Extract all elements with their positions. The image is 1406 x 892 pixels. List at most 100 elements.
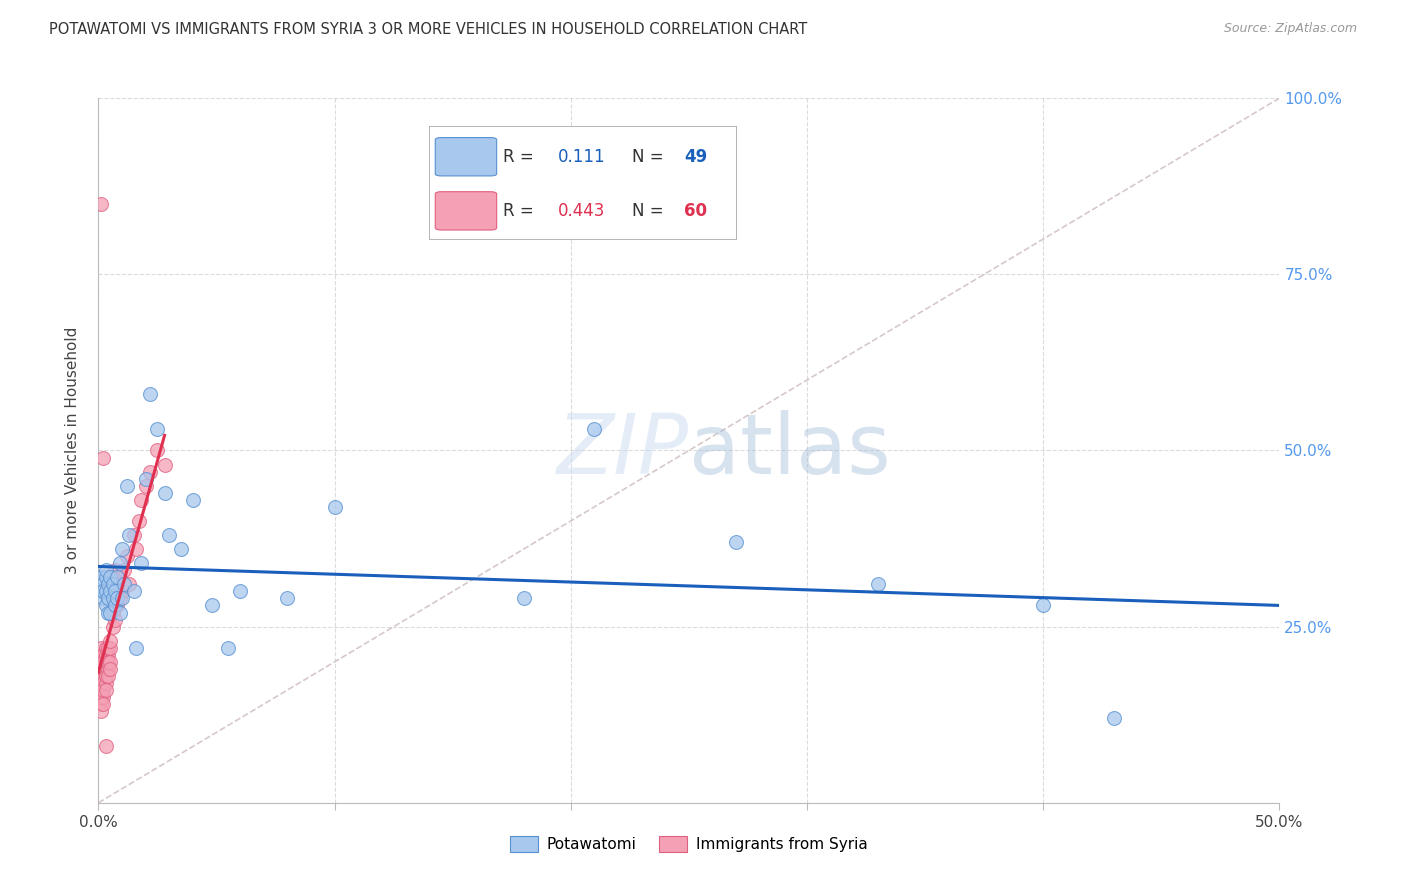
Point — [91, 648, 114, 662]
Point — [725, 535, 748, 549]
Point — [118, 577, 141, 591]
Point — [170, 542, 193, 557]
Point — [98, 633, 121, 648]
Point — [122, 528, 145, 542]
Point — [94, 683, 117, 698]
Point — [105, 570, 128, 584]
Point — [105, 577, 128, 591]
Point — [91, 669, 114, 683]
Point — [90, 648, 112, 662]
Point — [125, 542, 148, 557]
Point — [91, 690, 114, 705]
Point — [97, 662, 120, 676]
Point — [108, 606, 131, 620]
Point — [94, 599, 117, 613]
Point — [146, 422, 169, 436]
Point — [90, 697, 112, 711]
Point — [90, 669, 112, 683]
Point — [101, 591, 124, 606]
Point — [90, 676, 112, 690]
Point — [97, 577, 120, 591]
Text: ZIP: ZIP — [557, 410, 689, 491]
Point — [323, 500, 346, 514]
Point — [90, 704, 112, 718]
Point — [90, 655, 112, 669]
Point — [201, 599, 224, 613]
Point — [91, 676, 114, 690]
Point — [115, 549, 138, 564]
Point — [104, 599, 127, 613]
Point — [108, 570, 131, 584]
Point — [98, 662, 121, 676]
Point — [101, 619, 124, 633]
Point — [90, 197, 112, 211]
Point — [115, 478, 138, 492]
Point — [101, 606, 124, 620]
Point — [94, 584, 117, 599]
Point — [1032, 599, 1054, 613]
Point — [1102, 711, 1125, 725]
Y-axis label: 3 or more Vehicles in Household: 3 or more Vehicles in Household — [65, 326, 80, 574]
Text: POTAWATOMI VS IMMIGRANTS FROM SYRIA 3 OR MORE VEHICLES IN HOUSEHOLD CORRELATION : POTAWATOMI VS IMMIGRANTS FROM SYRIA 3 OR… — [49, 22, 807, 37]
Point — [512, 591, 534, 606]
Point — [94, 669, 117, 683]
Point — [98, 584, 121, 599]
Point — [104, 613, 127, 627]
Point — [97, 640, 120, 655]
Point — [129, 556, 152, 570]
Point — [128, 514, 150, 528]
Point — [157, 528, 180, 542]
Legend: Potawatomi, Immigrants from Syria: Potawatomi, Immigrants from Syria — [503, 830, 875, 859]
Text: atlas: atlas — [689, 410, 890, 491]
Point — [112, 563, 135, 577]
Point — [91, 697, 114, 711]
Point — [181, 492, 204, 507]
Point — [104, 599, 127, 613]
Point — [104, 584, 127, 599]
Point — [94, 570, 117, 584]
Point — [135, 478, 157, 492]
Point — [94, 640, 117, 655]
Point — [866, 577, 889, 591]
Point — [97, 669, 120, 683]
Point — [91, 577, 114, 591]
Point — [98, 655, 121, 669]
Point — [105, 591, 128, 606]
Point — [97, 648, 120, 662]
Point — [98, 640, 121, 655]
Point — [90, 690, 112, 705]
Point — [139, 387, 162, 401]
Point — [122, 584, 145, 599]
Point — [90, 584, 112, 599]
Point — [98, 570, 121, 584]
Point — [276, 591, 298, 606]
Point — [129, 492, 152, 507]
Point — [91, 655, 114, 669]
Point — [139, 465, 162, 479]
Point — [91, 683, 114, 698]
Point — [112, 577, 135, 591]
Point — [97, 591, 120, 606]
Point — [97, 655, 120, 669]
Point — [101, 577, 124, 591]
Point — [105, 599, 128, 613]
Point — [111, 584, 134, 599]
Point — [90, 640, 112, 655]
Point — [97, 606, 120, 620]
Point — [153, 485, 176, 500]
Point — [90, 683, 112, 698]
Point — [91, 655, 114, 669]
Point — [583, 422, 606, 436]
Point — [217, 640, 239, 655]
Point — [153, 458, 176, 472]
Point — [108, 591, 131, 606]
Point — [98, 606, 121, 620]
Point — [94, 648, 117, 662]
Point — [90, 570, 112, 584]
Point — [101, 570, 124, 584]
Point — [94, 563, 117, 577]
Point — [91, 662, 114, 676]
Point — [94, 739, 117, 754]
Point — [125, 640, 148, 655]
Text: Source: ZipAtlas.com: Source: ZipAtlas.com — [1223, 22, 1357, 36]
